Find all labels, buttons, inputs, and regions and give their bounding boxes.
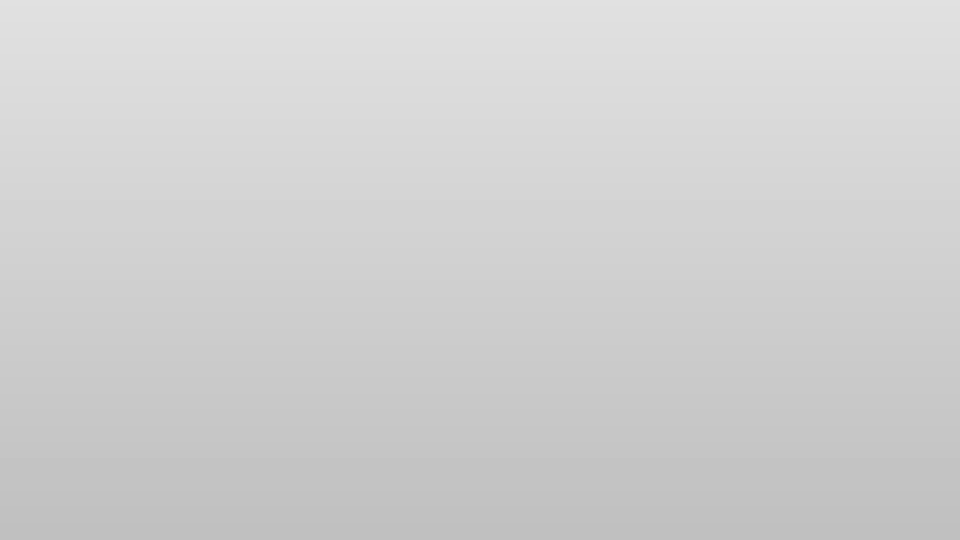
FancyBboxPatch shape	[213, 279, 421, 314]
FancyBboxPatch shape	[636, 279, 846, 314]
Text: 137: 137	[431, 324, 462, 339]
FancyBboxPatch shape	[636, 245, 846, 279]
FancyBboxPatch shape	[213, 383, 421, 418]
Text: 9,600: 9,600	[223, 289, 269, 304]
FancyBboxPatch shape	[421, 245, 636, 279]
Text: SBR (in decimal): SBR (in decimal)	[431, 224, 567, 239]
FancyBboxPatch shape	[636, 314, 846, 349]
FancyBboxPatch shape	[636, 349, 846, 383]
FancyBboxPatch shape	[636, 219, 846, 245]
Text: 19,200: 19,200	[223, 324, 279, 339]
Text: SBR (in hex): SBR (in hex)	[646, 224, 748, 239]
FancyBboxPatch shape	[421, 349, 636, 383]
Text: 546: 546	[431, 254, 462, 269]
FancyBboxPatch shape	[213, 349, 421, 383]
Text: 0x0222: 0x0222	[646, 254, 707, 269]
FancyBboxPatch shape	[421, 279, 636, 314]
Polygon shape	[106, 210, 174, 489]
FancyBboxPatch shape	[213, 219, 421, 245]
FancyBboxPatch shape	[636, 383, 846, 418]
Text: 0x0111: 0x0111	[646, 289, 707, 304]
FancyBboxPatch shape	[421, 219, 636, 245]
Text: UART0 SBR Values for Some Baud Rates using default
OSR=15 and FLL clock output o: UART0 SBR Values for Some Baud Rates usi…	[184, 94, 859, 148]
Text: 38,400: 38,400	[223, 359, 279, 374]
FancyBboxPatch shape	[421, 383, 636, 418]
Text: 68: 68	[431, 359, 452, 374]
Text: 115,200: 115,200	[223, 393, 290, 408]
FancyBboxPatch shape	[213, 314, 421, 349]
FancyBboxPatch shape	[421, 314, 636, 349]
Polygon shape	[106, 458, 604, 489]
Text: 0x0017: 0x0017	[646, 393, 707, 408]
FancyBboxPatch shape	[213, 245, 421, 279]
Text: 273: 273	[431, 289, 462, 304]
Polygon shape	[106, 441, 604, 456]
Text: 4,800: 4,800	[223, 254, 269, 269]
Text: Baud rate: Baud rate	[223, 224, 304, 239]
Text: 0x0089: 0x0089	[646, 324, 707, 339]
Text: 23: 23	[431, 393, 451, 408]
Text: 25: 25	[815, 448, 842, 468]
Polygon shape	[163, 210, 204, 489]
Text: 0x0044: 0x0044	[646, 359, 707, 374]
